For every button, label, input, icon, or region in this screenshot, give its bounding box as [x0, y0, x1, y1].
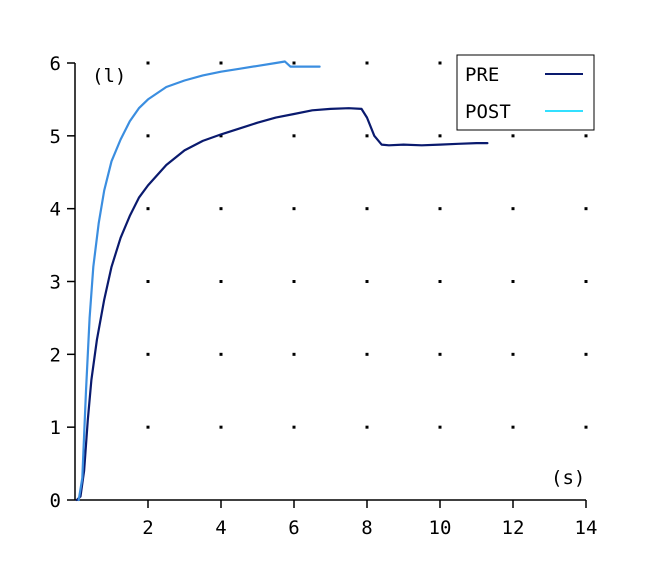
grid-dot [511, 134, 515, 138]
y-ticks: 0 1 2 3 4 5 6 [50, 53, 75, 512]
grid-dot [365, 61, 369, 65]
grid-dot [219, 61, 223, 65]
y-tick-label: 3 [50, 272, 61, 294]
y-tick-label: 4 [50, 199, 61, 221]
grid-dot [292, 425, 296, 429]
grid-dot [584, 425, 588, 429]
grid-dot [438, 280, 442, 283]
series-line-post [77, 60, 321, 502]
x-tick-label: 8 [361, 517, 372, 539]
x-tick-label: 12 [502, 517, 525, 539]
grid-dot [438, 352, 442, 356]
grid-dot [292, 207, 296, 211]
grid-dot [219, 207, 223, 211]
grid-dot [146, 352, 150, 356]
grid-dot [511, 352, 515, 356]
x-tick-label: 6 [288, 517, 299, 539]
legend-box [456, 54, 595, 131]
x-tick-label: 4 [215, 517, 226, 539]
grid-dot [438, 134, 442, 138]
grid-dot [219, 425, 223, 429]
series-layer [75, 60, 489, 502]
legend-label-post: POST [465, 101, 511, 123]
grid-dot [584, 352, 588, 356]
x-axis-unit-label: (s) [551, 467, 585, 489]
grid-dot [438, 61, 442, 65]
y-tick-label: 1 [50, 417, 61, 439]
grid-dot [584, 207, 588, 211]
grid-dot [292, 61, 296, 65]
grid-dot [146, 207, 150, 211]
y-tick-label: 6 [50, 53, 61, 75]
x-tick-label: 14 [575, 517, 598, 539]
grid-dot [146, 134, 150, 138]
legend-label-pre: PRE [465, 64, 499, 86]
grid-dot [292, 134, 296, 138]
grid-dot [365, 134, 369, 138]
y-axis-unit-label: (l) [92, 65, 126, 87]
y-tick-label: 0 [50, 490, 61, 512]
series-line-pre [75, 107, 489, 502]
y-tick-label: 2 [50, 344, 61, 366]
grid-dot [365, 207, 369, 211]
grid-dot [146, 280, 150, 283]
grid-dot [365, 352, 369, 356]
y-tick-label: 5 [50, 126, 61, 148]
grid-dot [292, 280, 296, 283]
x-tick-label: 10 [429, 517, 452, 539]
grid-dot [219, 280, 223, 283]
grid-dot [511, 280, 515, 283]
grid-dot [219, 352, 223, 356]
grid-dot [511, 425, 515, 429]
grid-dot [292, 352, 296, 356]
grid-dot [584, 134, 588, 138]
grid-dot [146, 61, 150, 65]
grid-dot [584, 280, 588, 283]
grid-dot [438, 207, 442, 211]
grid-dot [146, 425, 150, 429]
x-ticks: 2 4 6 8 10 12 14 [142, 500, 597, 539]
legend: PRE POST [456, 54, 595, 131]
x-tick-label: 2 [142, 517, 153, 539]
grid-dot [365, 425, 369, 429]
grid-dot [219, 134, 223, 138]
grid-dot [365, 280, 369, 283]
grid-dot [511, 207, 515, 211]
grid-dot [438, 425, 442, 429]
